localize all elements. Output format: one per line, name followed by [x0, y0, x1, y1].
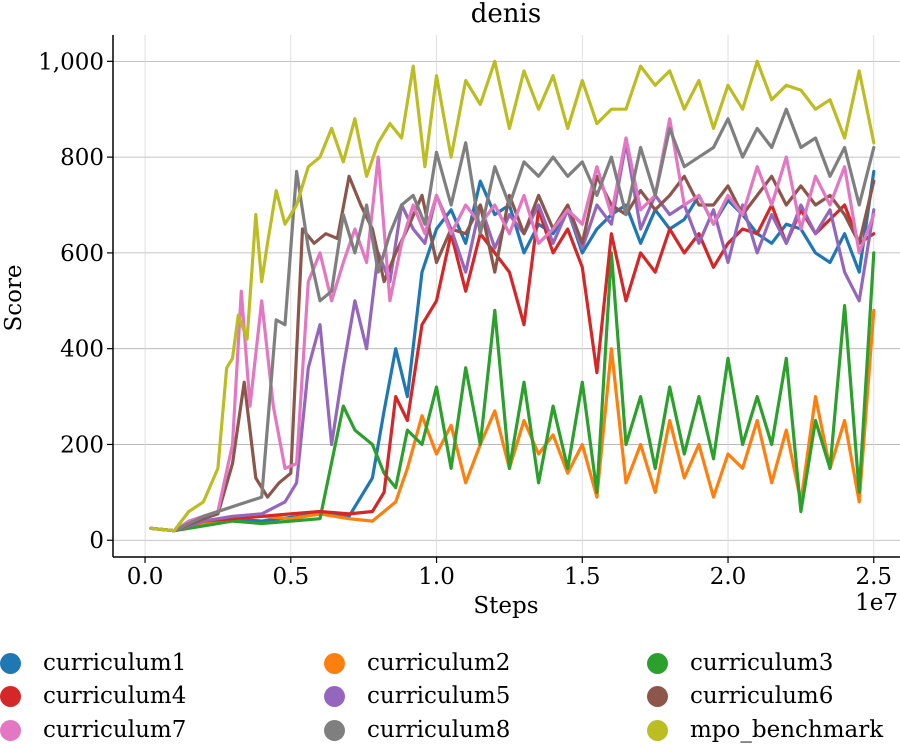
legend-label: curriculum1	[43, 650, 187, 676]
y-tick-label: 1,000	[38, 49, 104, 75]
x-tick-label: 2.0	[710, 564, 747, 590]
legend-marker	[324, 652, 345, 674]
series-line-mpo_benchmark	[149, 59, 876, 533]
y-tick-label: 800	[60, 145, 104, 171]
y-tick-label: 600	[60, 241, 104, 267]
legend-item-mpo_benchmark: mpo_benchmark	[647, 715, 883, 745]
legend-marker	[0, 719, 21, 741]
legend-item-curriculum1: curriculum1	[0, 648, 186, 678]
series-line-curriculum6	[149, 174, 876, 533]
x-offset-label: 1e7	[855, 590, 898, 616]
legend-marker	[324, 685, 345, 707]
legend-label: curriculum4	[43, 683, 187, 709]
y-axis-label: Score	[1, 264, 27, 331]
legend-item-curriculum7: curriculum7	[0, 715, 186, 745]
legend-label: curriculum8	[367, 717, 511, 743]
chart: 0 200 400 600 800 1,000 0.0 0.5 1.0 1.5 2.0 2.5 den…	[1, 0, 900, 619]
legend-label: curriculum6	[690, 683, 834, 709]
axes	[112, 35, 900, 558]
chart-title: denis	[471, 0, 541, 29]
legend-marker	[647, 719, 668, 741]
legend-marker	[324, 719, 345, 741]
legend-label: curriculum2	[367, 650, 511, 676]
y-tick-label: 0	[89, 528, 104, 554]
legend: curriculum1 curriculum2 curriculum3 curricu…	[0, 640, 900, 750]
x-tick-label: 0.5	[273, 564, 310, 590]
x-tick-label: 2.5	[855, 564, 892, 590]
x-tick-label: 0.0	[127, 564, 164, 590]
legend-marker	[0, 652, 21, 674]
legend-item-curriculum2: curriculum2	[324, 648, 510, 678]
legend-item-curriculum8: curriculum8	[324, 715, 510, 745]
legend-item-curriculum5: curriculum5	[324, 681, 510, 711]
series-line-curriculum7	[149, 117, 876, 533]
x-tick-label: 1.0	[418, 564, 455, 590]
legend-label: mpo_benchmark	[690, 717, 884, 743]
y-tick-label: 200	[60, 432, 104, 458]
legend-item-curriculum6: curriculum6	[647, 681, 833, 711]
series-layer	[149, 59, 876, 533]
legend-marker	[0, 685, 21, 707]
legend-label: curriculum7	[43, 717, 187, 743]
legend-label: curriculum3	[690, 650, 834, 676]
legend-item-curriculum4: curriculum4	[0, 681, 186, 711]
ticks: 0 200 400 600 800 1,000 0.0 0.5 1.0 1.5 2.0 2.5	[38, 49, 892, 590]
y-tick-label: 400	[60, 337, 104, 363]
series-line-curriculum4	[149, 203, 876, 533]
legend-label: curriculum5	[367, 683, 511, 709]
x-axis-label: Steps	[473, 593, 538, 619]
legend-item-curriculum3: curriculum3	[647, 648, 833, 678]
legend-marker	[647, 652, 668, 674]
series-line-curriculum3	[149, 251, 876, 533]
legend-marker	[647, 685, 668, 707]
series-line-curriculum2	[149, 308, 876, 533]
x-tick-label: 1.5	[564, 564, 601, 590]
